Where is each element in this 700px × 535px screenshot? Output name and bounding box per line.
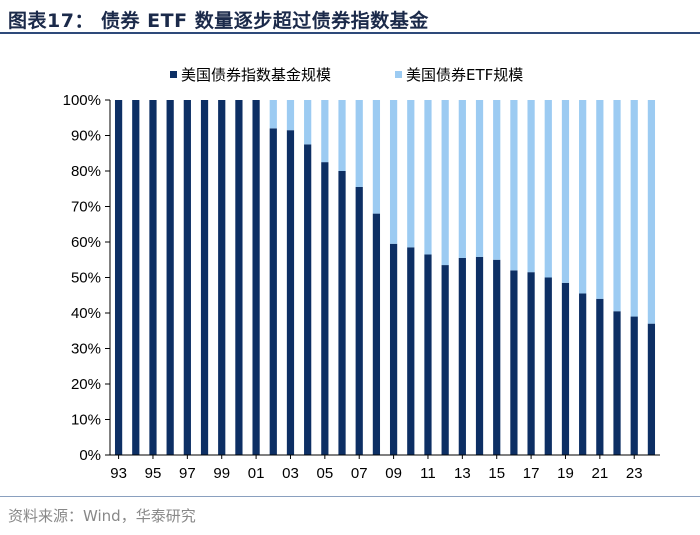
bar-index-fund — [613, 311, 621, 455]
footer-divider — [0, 496, 700, 497]
bar-etf — [458, 100, 466, 258]
y-axis-labels: 0% 10% 20% 30% 40% 50% 60% 70% 80% 90% 100% — [63, 92, 101, 464]
bar-index-fund — [114, 100, 123, 455]
bar-etf — [579, 100, 587, 294]
stacked-bar-chart: 美国债券指数基金规模 美国债券ETF规模 93 95 97 99 01 03 05 07 09 11… — [63, 66, 660, 482]
bar-etf — [596, 100, 604, 299]
x-tick-label: 13 — [454, 465, 471, 482]
bar-index-fund — [493, 259, 501, 455]
bar-index-fund — [321, 162, 329, 456]
bar-etf — [647, 100, 656, 324]
bar-index-fund — [441, 265, 449, 455]
bar-index-fund — [579, 293, 587, 455]
y-tick-label: 90% — [71, 128, 101, 145]
bar-etf — [372, 100, 381, 214]
bar-etf — [630, 100, 638, 317]
legend: 美国债券指数基金规模 美国债券ETF规模 — [170, 66, 523, 84]
legend-label-etf: 美国债券ETF规模 — [406, 66, 523, 84]
bar-etf — [475, 100, 484, 257]
bar-index-fund — [389, 243, 398, 455]
bar-index-fund — [235, 100, 243, 455]
bar-index-fund — [183, 100, 191, 455]
bar-index-fund — [596, 298, 604, 455]
bar-etf — [389, 100, 398, 244]
bar-etf — [544, 100, 552, 278]
bar-etf — [613, 100, 621, 312]
x-tick-label: 05 — [317, 465, 334, 482]
bar-index-fund — [630, 316, 638, 455]
x-tick-label: 93 — [110, 465, 127, 482]
bar-etf — [493, 100, 501, 260]
y-axis-ticks — [105, 99, 110, 456]
bar-index-fund — [149, 100, 157, 455]
source-note: 资料来源：Wind，华泰研究 — [8, 507, 196, 525]
axes — [109, 100, 660, 459]
x-tick-label: 23 — [626, 465, 643, 482]
bar-index-fund — [510, 270, 518, 455]
x-tick-label: 15 — [488, 465, 505, 482]
bar-index-fund — [424, 254, 432, 455]
y-tick-label: 60% — [71, 234, 101, 251]
y-tick-label: 70% — [71, 199, 101, 216]
legend-label-index-fund: 美国债券指数基金规模 — [181, 66, 331, 84]
y-tick-label: 80% — [71, 163, 101, 180]
title-divider — [0, 32, 700, 34]
x-tick-label: 01 — [248, 465, 265, 482]
bar-etf — [441, 100, 449, 266]
bar-index-fund — [252, 100, 260, 455]
bar-etf — [424, 100, 432, 255]
bar-index-fund — [269, 128, 277, 455]
y-tick-label: 20% — [71, 376, 101, 393]
x-tick-label: 09 — [385, 465, 402, 482]
bar-index-fund — [286, 130, 295, 455]
bar-index-fund — [304, 144, 312, 456]
bar-index-fund — [544, 277, 552, 455]
bar-index-fund — [407, 247, 415, 455]
x-tick-label: 99 — [213, 465, 230, 482]
bar-etf — [321, 100, 329, 163]
y-tick-label: 100% — [63, 92, 101, 109]
x-tick-label: 07 — [351, 465, 368, 482]
bar-index-fund — [647, 323, 656, 455]
bar-index-fund — [458, 257, 466, 455]
x-tick-label: 17 — [523, 465, 540, 482]
bar-index-fund — [218, 100, 226, 455]
bar-etf — [527, 100, 535, 273]
bar-etf — [338, 100, 346, 171]
bar-index-fund — [527, 272, 535, 455]
x-axis-labels: 93 95 97 99 01 03 05 07 09 11 13 15 17 19 21 23 — [110, 465, 642, 482]
figure-title: 图表17： 债券 ETF 数量逐步超过债券指数基金 — [8, 10, 429, 32]
bar-index-fund — [200, 100, 209, 455]
bar-index-fund — [132, 100, 140, 455]
bar-index-fund — [475, 256, 484, 455]
bars — [114, 100, 656, 456]
y-tick-label: 30% — [71, 341, 101, 358]
x-tick-label: 19 — [557, 465, 574, 482]
y-tick-label: 10% — [71, 412, 101, 429]
bar-etf — [304, 100, 312, 145]
y-tick-label: 0% — [79, 447, 101, 464]
y-tick-label: 40% — [71, 305, 101, 322]
bar-index-fund — [355, 186, 363, 456]
x-tick-label: 97 — [179, 465, 196, 482]
bar-index-fund — [561, 282, 570, 455]
bar-index-fund — [338, 171, 346, 455]
legend-swatch-etf — [395, 71, 402, 78]
x-tick-label: 21 — [592, 465, 609, 482]
legend-swatch-index-fund — [170, 71, 177, 78]
bar-index-fund — [166, 100, 174, 455]
bar-index-fund — [372, 213, 381, 455]
bar-etf — [286, 100, 295, 131]
bar-etf — [269, 100, 277, 129]
x-tick-label: 03 — [282, 465, 299, 482]
bar-etf — [561, 100, 570, 283]
bar-etf — [407, 100, 415, 248]
x-tick-label: 11 — [420, 465, 436, 482]
bar-etf — [510, 100, 518, 271]
bar-etf — [355, 100, 363, 187]
y-tick-label: 50% — [71, 270, 101, 287]
x-tick-label: 95 — [145, 465, 162, 482]
